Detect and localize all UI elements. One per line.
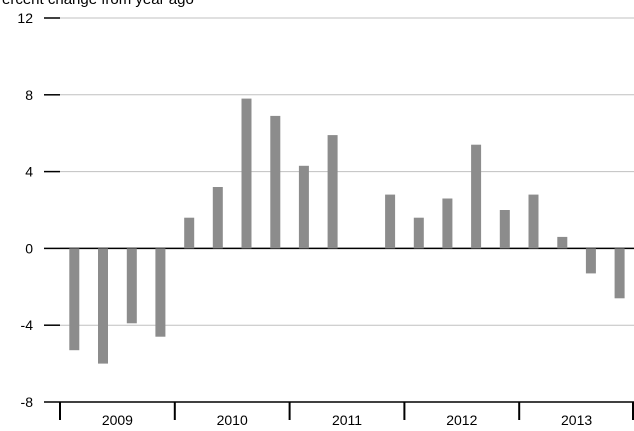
y-tick-label: 8 bbox=[25, 87, 33, 103]
y-tick-label: 4 bbox=[25, 164, 33, 180]
bar bbox=[471, 144, 482, 249]
bar bbox=[528, 194, 539, 249]
x-axis: 2009 2010 2011 2012 2013 bbox=[59, 401, 634, 428]
bar bbox=[385, 194, 396, 249]
bar bbox=[69, 248, 80, 351]
gridlines bbox=[60, 17, 634, 326]
bar bbox=[126, 248, 137, 324]
bars bbox=[69, 98, 625, 364]
y-tick-label: 0 bbox=[25, 240, 33, 256]
y-axis: 12 8 4 0 -4 -8 bbox=[17, 10, 60, 410]
bar bbox=[442, 198, 453, 249]
bar bbox=[241, 98, 252, 249]
bar bbox=[155, 248, 166, 337]
x-tick-label: 2009 bbox=[102, 412, 133, 428]
bar bbox=[98, 248, 108, 364]
bar bbox=[327, 135, 338, 249]
bar bbox=[499, 210, 510, 249]
bar bbox=[212, 187, 223, 249]
bar bbox=[184, 217, 195, 249]
bar bbox=[557, 236, 568, 249]
x-tick-label: 2013 bbox=[561, 412, 592, 428]
x-tick-label: 2012 bbox=[446, 412, 477, 428]
x-tick-label: 2011 bbox=[332, 412, 362, 428]
x-tick-label: 2010 bbox=[217, 412, 248, 428]
y-tick-label: -8 bbox=[21, 394, 34, 410]
bar bbox=[585, 248, 596, 274]
bar bbox=[270, 115, 281, 249]
bar bbox=[298, 165, 309, 249]
y-axis-title: Percent change from year ago bbox=[0, 0, 194, 8]
bar bbox=[413, 217, 424, 249]
y-tick-label: 12 bbox=[17, 10, 33, 26]
y-tick-label: -4 bbox=[21, 317, 34, 333]
bar bbox=[614, 248, 625, 299]
